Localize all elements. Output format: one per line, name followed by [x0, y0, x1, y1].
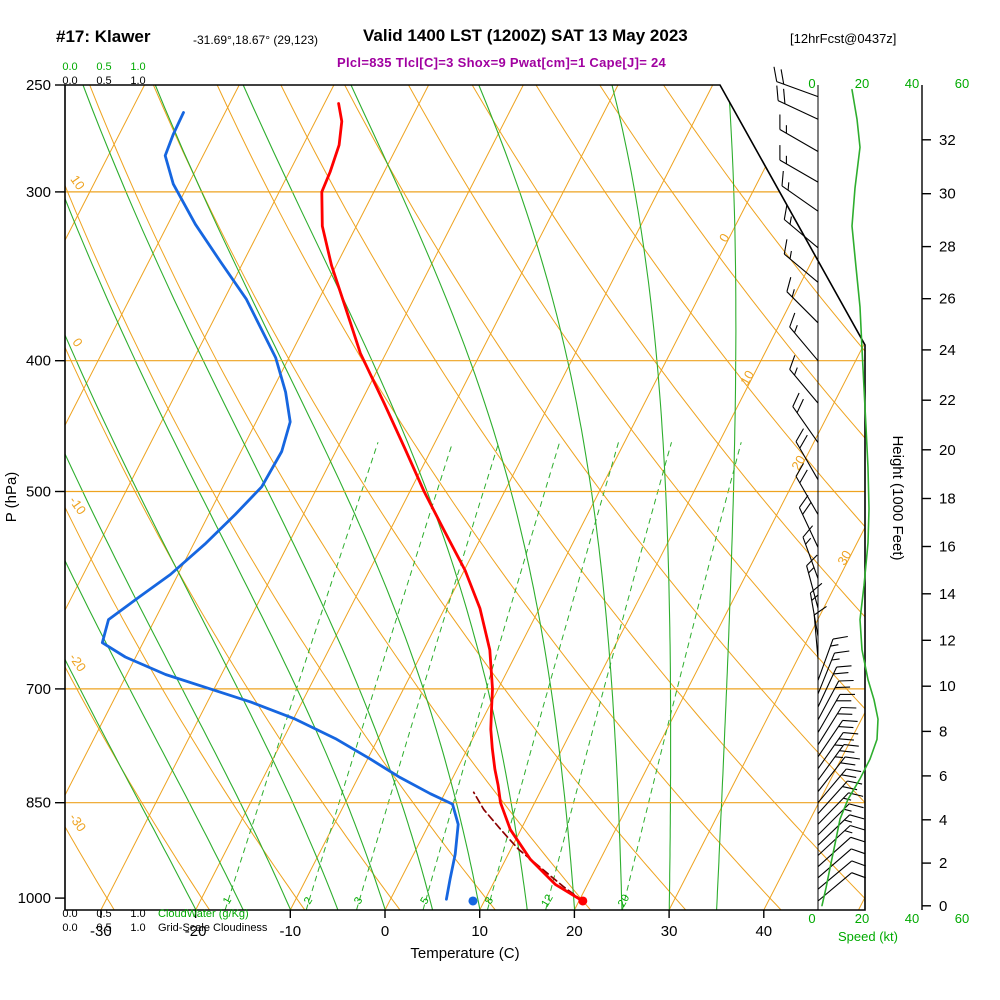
svg-text:Height (1000 Feet): Height (1000 Feet)	[889, 435, 906, 560]
svg-text:0.5: 0.5	[96, 922, 111, 934]
svg-text:0: 0	[939, 898, 947, 915]
svg-text:14: 14	[939, 586, 956, 603]
svg-text:0: 0	[381, 923, 389, 940]
svg-text:0.5: 0.5	[96, 75, 111, 87]
svg-text:10: 10	[471, 923, 488, 940]
svg-text:700: 700	[26, 681, 51, 698]
svg-text:20: 20	[566, 923, 583, 940]
svg-text:20: 20	[939, 442, 956, 459]
svg-text:0.0: 0.0	[62, 61, 77, 73]
surface-temperature-dot	[578, 896, 588, 906]
svg-text:3: 3	[352, 895, 365, 906]
svg-text:40: 40	[905, 76, 919, 91]
svg-text:20: 20	[616, 893, 633, 910]
svg-text:16: 16	[939, 539, 956, 556]
station-coordinates: -31.69°,18.67° (29,123)	[193, 33, 319, 47]
svg-text:-10: -10	[279, 923, 301, 940]
surface-dewpoint-dot	[468, 896, 478, 906]
svg-text:Temperature (C): Temperature (C)	[410, 945, 519, 962]
wind-barbs	[773, 66, 866, 910]
svg-text:400: 400	[26, 353, 51, 370]
station-title: #17: Klawer	[56, 27, 151, 46]
svg-text:4: 4	[939, 812, 947, 829]
svg-text:-20: -20	[185, 923, 207, 940]
parcel-path	[472, 791, 584, 902]
svg-text:8: 8	[939, 723, 947, 740]
valid-time-title: Valid 1400 LST (1200Z) SAT 13 May 2023	[363, 26, 688, 45]
sounding-parameters: Plcl=835 Tlcl[C]=3 Shox=9 Pwat[cm]=1 Cap…	[337, 55, 667, 70]
svg-text:1000: 1000	[18, 890, 51, 907]
pressure-gridlines	[65, 191, 865, 804]
svg-text:30: 30	[834, 548, 854, 568]
svg-text:1.0: 1.0	[130, 61, 145, 73]
svg-text:12: 12	[539, 893, 556, 910]
svg-text:CloudWater (g/Kg): CloudWater (g/Kg)	[158, 908, 249, 920]
svg-text:2: 2	[939, 855, 947, 872]
svg-text:Speed (kt): Speed (kt)	[838, 929, 898, 944]
cloud-scales: 0.0 0.0 0.0 0.0 0.5 0.5 0.5 0.5 1.0 1.0 1.0 1.0 Clou…	[62, 61, 268, 934]
svg-text:60: 60	[955, 911, 969, 926]
svg-text:40: 40	[755, 923, 772, 940]
svg-text:40: 40	[905, 911, 919, 926]
svg-text:10: 10	[737, 368, 757, 388]
temperature-curve	[320, 102, 585, 903]
svg-text:18: 18	[939, 491, 956, 508]
svg-text:P (hPa): P (hPa)	[3, 472, 20, 523]
svg-text:0.5: 0.5	[96, 61, 111, 73]
svg-text:-30: -30	[90, 923, 112, 940]
plot-border	[64, 84, 866, 911]
svg-text:0: 0	[716, 231, 733, 245]
forecast-tag: [12hrFcst@0437z]	[790, 31, 897, 46]
dewpoint-curve	[100, 111, 460, 901]
svg-text:0.5: 0.5	[96, 908, 111, 920]
svg-text:Grid-Scale Cloudiness: Grid-Scale Cloudiness	[158, 922, 268, 934]
moist-adiabat-lines	[65, 85, 737, 910]
pressure-axis: 250 300 400 500 700 850 1000 P (hPa)	[3, 77, 65, 907]
svg-text:2: 2	[302, 895, 315, 906]
wind-speed-curve	[821, 88, 879, 907]
temperature-axis: -30 -20 -10 0 10 20 30 40 Temperature (C)	[90, 910, 772, 962]
svg-text:250: 250	[26, 77, 51, 94]
svg-text:300: 300	[26, 184, 51, 201]
svg-text:1.0: 1.0	[130, 908, 145, 920]
svg-text:26: 26	[939, 291, 956, 308]
svg-text:32: 32	[939, 132, 956, 149]
svg-text:0: 0	[808, 76, 815, 91]
svg-text:20: 20	[855, 76, 869, 91]
svg-text:0: 0	[808, 911, 815, 926]
svg-text:20: 20	[788, 453, 808, 473]
svg-text:60: 60	[955, 76, 969, 91]
mixing-ratio-lines	[224, 442, 742, 910]
svg-text:-20: -20	[66, 650, 89, 674]
svg-text:10: 10	[67, 172, 88, 192]
svg-text:30: 30	[661, 923, 678, 940]
svg-text:30: 30	[939, 186, 956, 203]
dry-adiabat-lines	[65, 85, 865, 910]
profiles	[100, 102, 588, 906]
svg-text:8: 8	[483, 895, 496, 906]
svg-text:0: 0	[69, 335, 85, 350]
svg-text:850: 850	[26, 795, 51, 812]
svg-text:12: 12	[939, 632, 956, 649]
svg-text:6: 6	[939, 768, 947, 785]
svg-text:500: 500	[26, 484, 51, 501]
svg-text:24: 24	[939, 342, 956, 359]
svg-text:1: 1	[221, 895, 234, 906]
svg-text:1.0: 1.0	[130, 922, 145, 934]
svg-text:10: 10	[939, 678, 956, 695]
svg-text:0.0: 0.0	[62, 908, 77, 920]
svg-text:5: 5	[418, 895, 431, 906]
svg-text:0.0: 0.0	[62, 75, 77, 87]
svg-text:28: 28	[939, 239, 956, 256]
svg-text:0.0: 0.0	[62, 922, 77, 934]
svg-text:-30: -30	[66, 810, 89, 834]
svg-text:22: 22	[939, 392, 956, 409]
svg-text:20: 20	[855, 911, 869, 926]
svg-text:1.0: 1.0	[130, 75, 145, 87]
